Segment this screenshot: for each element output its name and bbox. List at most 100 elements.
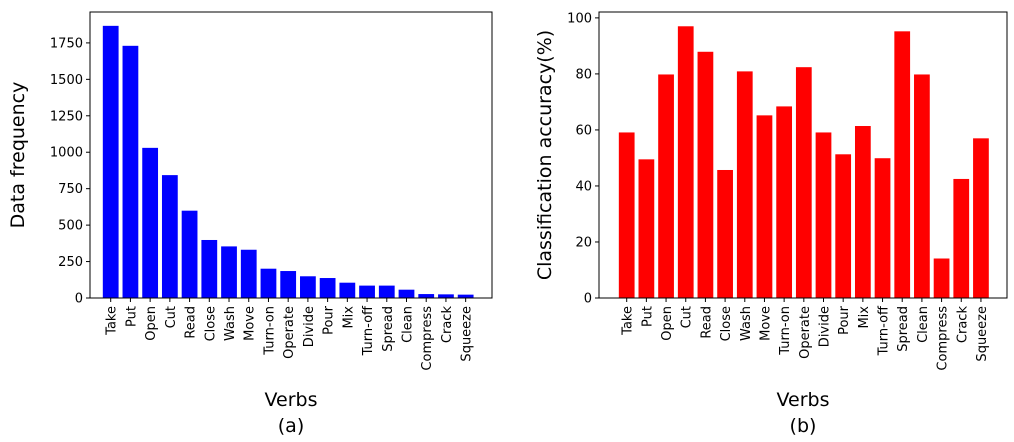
bar-compress (933, 258, 950, 298)
x-tick-label: Put (124, 306, 139, 327)
x-tick-label: Clean (916, 306, 931, 343)
x-tick-label: Wash (739, 306, 754, 341)
bar-divide (300, 276, 316, 298)
x-tick-label: Wash (223, 306, 238, 341)
x-tick-label: Cut (164, 306, 179, 328)
x-tick-label: Open (660, 306, 675, 341)
y-tick-label: 500 (58, 219, 83, 234)
bar-take (102, 25, 119, 298)
y-axis-label: Data frequency (7, 82, 29, 229)
bar-crack (953, 178, 970, 298)
x-tick-label: Mix (341, 306, 356, 329)
y-tick-label: 60 (575, 123, 592, 138)
x-tick-label: Pour (322, 305, 337, 335)
bar-close (717, 169, 733, 298)
bar-pour (835, 154, 852, 298)
x-tick-label: Crack (955, 306, 970, 344)
plot-frame (598, 11, 1008, 299)
subfigure-caption: (b) (790, 415, 817, 437)
bar-wash (736, 71, 753, 298)
bar-clean (914, 74, 930, 298)
bar-move (240, 249, 257, 298)
bar-turn-on (260, 268, 277, 298)
x-tick-label: Clean (401, 306, 416, 343)
x-tick-label: Take (105, 306, 120, 336)
bar-squeeze (973, 138, 989, 298)
x-tick-label: Spread (896, 306, 911, 352)
x-tick-label: Close (203, 306, 218, 341)
x-tick-label: Pour (837, 305, 852, 335)
bar-squeeze (457, 294, 474, 298)
x-axis-label: Verbs (777, 389, 830, 411)
x-tick-label: Mix (857, 306, 872, 329)
bar-put (638, 159, 655, 298)
bar-compress (418, 294, 435, 298)
bar-spread (378, 285, 395, 298)
x-tick-label: Turn-off (361, 305, 376, 356)
y-tick-label: 0 (75, 292, 83, 307)
x-tick-label: Open (144, 306, 159, 341)
y-axis-label: Classification accuracy(%) (534, 30, 556, 280)
y-tick-label: 750 (58, 182, 83, 197)
y-tick-label: 1250 (50, 109, 83, 124)
x-tick-label: Close (719, 306, 734, 341)
y-tick-label: 1000 (50, 146, 83, 161)
y-tick-label: 1500 (50, 73, 83, 88)
x-tick-label: Divide (302, 306, 317, 347)
y-tick-label: 100 (567, 11, 592, 26)
y-tick-label: 250 (58, 255, 83, 270)
bar-open (142, 147, 159, 298)
bar-open (658, 74, 674, 298)
x-tick-label: Squeeze (460, 306, 475, 362)
bar-read (697, 51, 714, 298)
x-tick-label: Operate (282, 306, 297, 359)
chart-a: Take Put Open Cut Read Close Wash Move Turn-on Op… (7, 11, 493, 437)
x-tick-label: Turn-on (262, 306, 277, 356)
subfigure-caption: (a) (278, 415, 304, 437)
y-tick-label: 40 (575, 179, 592, 194)
bar-wash (221, 246, 237, 298)
x-axis-label: Verbs (265, 389, 318, 411)
x-tick-label: Read (184, 306, 199, 339)
x-tick-label: Compress (936, 306, 951, 371)
bar-pour (319, 278, 336, 298)
bar-operate (280, 271, 297, 298)
x-tick-label: Spread (381, 306, 396, 352)
x-tick-label: Divide (818, 306, 833, 347)
x-tick-label: Move (243, 306, 258, 341)
x-tick-label: Put (640, 306, 655, 327)
x-tick-label: Take (621, 306, 636, 336)
bar-close (201, 239, 218, 298)
bar-divide (815, 132, 832, 298)
x-tick-label: Move (758, 306, 773, 341)
y-tick-label: 80 (575, 67, 592, 82)
bar-cut (161, 175, 178, 298)
y-tick-label: 20 (575, 235, 592, 250)
plot-frame (89, 11, 493, 299)
bar-take (618, 132, 635, 298)
bar-read (181, 210, 198, 298)
x-tick-label: Operate (798, 306, 813, 359)
bar-cut (677, 26, 694, 299)
bar-turn-on (776, 106, 793, 299)
x-tick-label: Squeeze (975, 306, 990, 362)
bar-clean (398, 289, 415, 298)
bar-turn-off (359, 285, 375, 298)
bar-turn-off (874, 158, 891, 298)
x-tick-label: Cut (680, 306, 695, 328)
bar-mix (854, 126, 871, 298)
bar-put (122, 45, 139, 298)
x-tick-label: Crack (440, 306, 455, 344)
x-tick-label: Read (699, 306, 714, 339)
bar-operate (795, 67, 812, 298)
bar-move (756, 115, 773, 298)
y-tick-label: 0 (584, 292, 592, 307)
x-tick-label: Turn-on (778, 306, 793, 356)
chart-b: Take Put Open Cut Read Close Wash Move Turn-on Op… (534, 11, 1008, 437)
x-tick-label: Compress (420, 306, 435, 371)
bar-spread (894, 31, 911, 298)
y-tick-label: 1750 (50, 36, 83, 51)
bar-mix (339, 282, 356, 298)
x-tick-label: Turn-off (877, 305, 892, 356)
